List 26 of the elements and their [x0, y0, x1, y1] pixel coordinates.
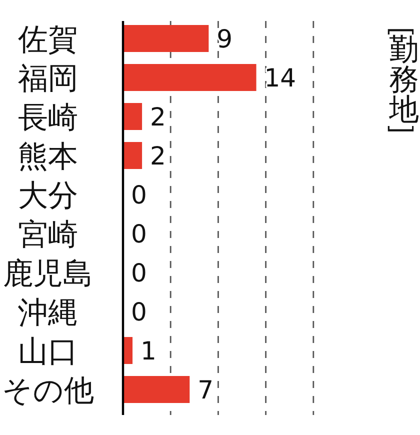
- bar: [123, 25, 209, 52]
- bar: [123, 142, 142, 169]
- bar: [123, 376, 190, 403]
- data-label: 0: [131, 258, 147, 288]
- y-tick-label: 鹿児島: [3, 256, 93, 292]
- y-tick-label: 熊本: [18, 140, 78, 174]
- y-tick-label: 福岡: [18, 62, 78, 96]
- data-label: 7: [198, 376, 214, 404]
- bar: [123, 64, 256, 91]
- data-label: 9: [216, 24, 233, 54]
- y-tick-label: 佐賀: [18, 22, 78, 58]
- y-tick-label: その他: [2, 374, 94, 408]
- data-label: 2: [150, 142, 166, 170]
- data-label: 0: [131, 298, 147, 326]
- y-tick-label: 山口: [18, 334, 78, 370]
- y-tick-label: 宮崎: [18, 218, 78, 252]
- text: ［勤務地］: [384, 9, 420, 152]
- data-label: 0: [131, 180, 147, 210]
- bar: [123, 103, 142, 130]
- data-label: 14: [264, 64, 296, 92]
- data-label: 1: [140, 336, 156, 366]
- y-tick-label: 長崎: [18, 100, 78, 136]
- y-tick-label: 大分: [18, 178, 78, 214]
- y-tick-label: 沖縄: [18, 296, 78, 330]
- data-label: 0: [131, 220, 147, 248]
- data-label: 2: [150, 102, 166, 132]
